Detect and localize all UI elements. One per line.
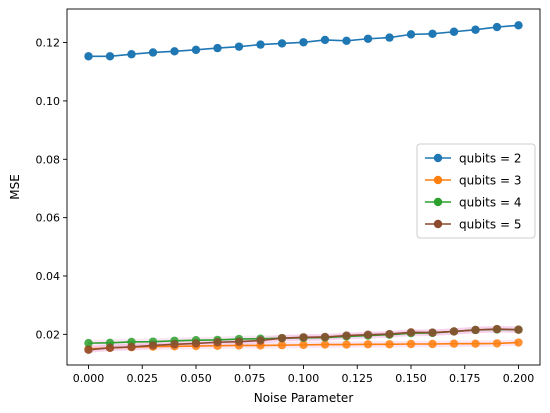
- data-point: [492, 22, 502, 32]
- data-point: [105, 343, 115, 352]
- data-point: [514, 21, 523, 30]
- x-tick-label: 0.075: [234, 372, 266, 385]
- data-point: [256, 336, 265, 345]
- data-point: [148, 48, 158, 57]
- x-tick-label: 0.175: [449, 372, 481, 385]
- data-point: [191, 45, 201, 55]
- y-tick-label: 0.02: [36, 328, 61, 341]
- x-tick-label: 0.100: [288, 372, 320, 385]
- data-point: [170, 340, 179, 349]
- data-point: [170, 47, 179, 56]
- data-point: [299, 340, 308, 350]
- data-point: [277, 39, 287, 48]
- data-point: [105, 52, 115, 61]
- y-tick-label: 0.12: [36, 37, 61, 50]
- x-tick-label: 0.125: [342, 372, 374, 385]
- data-point: [320, 340, 330, 349]
- data-point: [471, 339, 480, 348]
- data-point: [492, 324, 502, 334]
- data-point: [84, 338, 93, 348]
- legend-marker: [433, 219, 443, 229]
- data-point: [234, 42, 244, 51]
- data-point: [256, 40, 265, 49]
- legend-marker: [433, 175, 443, 185]
- x-tick-label: 0.150: [395, 372, 427, 385]
- series-markers: [84, 21, 523, 355]
- legend-label: qubits = 5: [459, 218, 521, 232]
- data-point: [213, 43, 222, 53]
- data-point: [342, 340, 351, 349]
- y-tick-label: 0.06: [36, 212, 61, 225]
- legend-entry: qubits = 2: [425, 152, 521, 166]
- legend-box: [416, 143, 536, 239]
- x-axis-label: Noise Parameter: [254, 391, 354, 405]
- data-point: [320, 35, 330, 45]
- data-point: [449, 327, 459, 336]
- y-axis-label: MSE: [8, 174, 22, 200]
- x-tick-label: 0.025: [127, 372, 159, 385]
- legend-label: qubits = 4: [459, 196, 521, 210]
- data-point: [363, 330, 373, 339]
- data-point: [191, 339, 201, 348]
- data-point: [277, 340, 287, 350]
- x-tick-label: 0.000: [73, 372, 105, 385]
- data-point: [449, 339, 459, 348]
- data-point: [320, 332, 330, 342]
- data-point: [385, 33, 394, 42]
- data-point: [342, 36, 351, 46]
- data-point: [277, 333, 287, 343]
- data-point: [127, 50, 136, 59]
- data-point: [363, 340, 373, 349]
- data-point: [363, 34, 373, 43]
- legend: qubits = 2 qubits = 3 qubits = 4 qubits = 5: [416, 143, 536, 239]
- data-point: [471, 325, 480, 335]
- legend-marker: [433, 153, 443, 163]
- data-point: [234, 337, 244, 346]
- data-point: [299, 333, 308, 342]
- data-point: [514, 338, 523, 347]
- data-point: [84, 345, 93, 355]
- data-point: [514, 325, 523, 334]
- y-tick-label: 0.04: [36, 270, 61, 283]
- data-point: [428, 339, 437, 349]
- data-point: [471, 25, 480, 34]
- data-point: [213, 338, 222, 347]
- data-point: [406, 30, 416, 39]
- legend-entry: qubits = 4: [425, 196, 521, 210]
- data-point: [449, 27, 459, 36]
- x-tick-label: 0.050: [180, 372, 212, 385]
- data-point: [342, 331, 351, 340]
- data-point: [428, 328, 437, 337]
- legend-label: qubits = 3: [459, 174, 521, 188]
- data-point: [406, 339, 416, 349]
- legend-marker: [433, 197, 443, 207]
- data-point: [385, 329, 394, 339]
- axes: 0.000 0.025 0.050 0.075 0.100 0.125 0.150 0.175…: [36, 8, 541, 385]
- data-point: [406, 328, 416, 337]
- y-tick-label: 0.08: [36, 153, 61, 166]
- legend-entry: qubits = 5: [425, 218, 521, 232]
- data-point: [148, 341, 158, 350]
- legend-label: qubits = 2: [459, 152, 521, 166]
- data-point: [84, 52, 93, 61]
- data-point: [492, 339, 502, 348]
- data-point: [428, 29, 437, 39]
- y-tick-label: 0.10: [36, 95, 61, 108]
- data-point: [385, 340, 394, 349]
- legend-entry: qubits = 3: [425, 174, 521, 188]
- x-tick-label: 0.200: [503, 372, 535, 385]
- data-point: [299, 38, 308, 47]
- data-point: [127, 342, 136, 352]
